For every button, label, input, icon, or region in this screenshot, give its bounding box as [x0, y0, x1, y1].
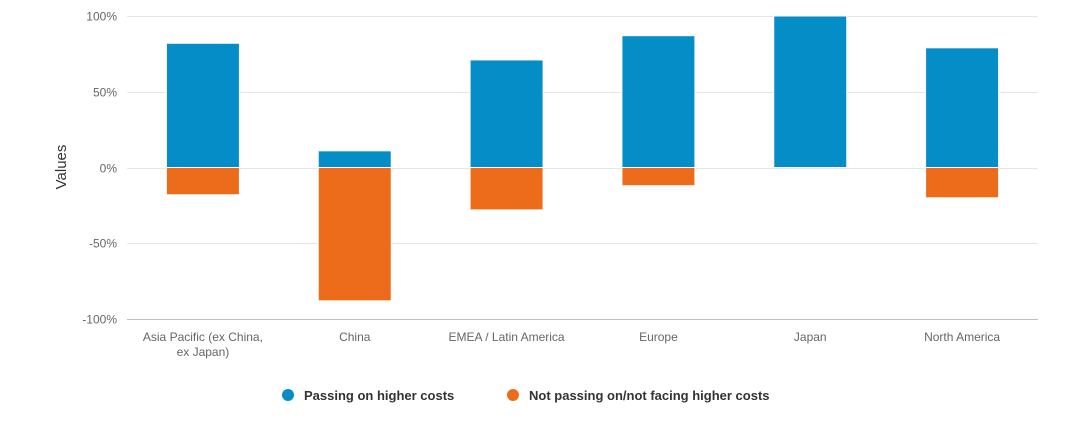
bar-not-passing[interactable]	[317, 167, 392, 302]
x-category-label: Asia Pacific (ex China, ex Japan)	[143, 330, 263, 359]
bar-passing[interactable]	[925, 47, 1000, 168]
x-category-label: Europe	[639, 330, 678, 344]
x-category-label: China	[339, 330, 371, 344]
legend-item[interactable]: Passing on higher costs	[282, 388, 454, 403]
x-category-label: Japan	[794, 330, 827, 344]
bar-passing[interactable]	[621, 35, 696, 168]
bar-passing[interactable]	[469, 59, 544, 169]
bar-not-passing[interactable]	[165, 167, 240, 196]
x-category-label-line: Asia Pacific (ex China,	[143, 330, 263, 344]
legend-marker	[282, 389, 294, 401]
legend[interactable]: Passing on higher costs Not passing on/no…	[282, 388, 770, 403]
x-category-label-line: Japan	[794, 330, 827, 344]
bar-passing[interactable]	[317, 150, 392, 169]
legend-label: Passing on higher costs	[304, 388, 454, 403]
bar-not-passing[interactable]	[621, 167, 696, 187]
bar-not-passing[interactable]	[469, 167, 544, 211]
grid-lines	[127, 16, 1038, 320]
y-tick-label: 0%	[100, 162, 118, 176]
legend-label: Not passing on/not facing higher costs	[529, 388, 770, 403]
x-category-label-line: Europe	[639, 330, 678, 344]
bar-not-passing[interactable]	[925, 167, 1000, 199]
legend-item[interactable]: Not passing on/not facing higher costs	[507, 388, 770, 403]
bar-passing[interactable]	[773, 15, 848, 168]
y-axis-title: Values	[53, 145, 70, 190]
x-category-label: EMEA / Latin America	[449, 330, 565, 344]
x-category-label-line: EMEA / Latin America	[449, 330, 565, 344]
x-category-label-line: ex Japan)	[177, 345, 230, 359]
y-tick-label: 100%	[86, 10, 117, 24]
x-category-label-line: North America	[924, 330, 1000, 344]
legend-marker	[507, 389, 519, 401]
x-category-label: North America	[924, 330, 1000, 344]
bars	[165, 15, 1000, 302]
y-tick-label: 50%	[93, 86, 117, 100]
y-tick-label: -50%	[89, 237, 117, 251]
y-tick-label: -100%	[82, 313, 117, 327]
x-axis-labels: Asia Pacific (ex China, ex Japan) China EME…	[143, 330, 1001, 359]
x-category-label-line: China	[339, 330, 371, 344]
y-axis-ticks: 100% 50% 0% -50% -100%	[82, 10, 117, 327]
bar-passing[interactable]	[165, 42, 240, 169]
